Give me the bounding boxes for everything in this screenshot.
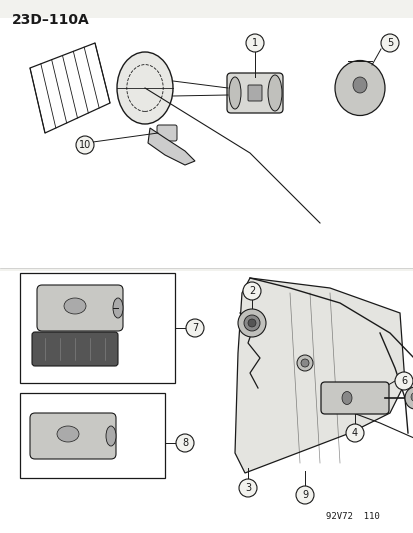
Circle shape xyxy=(296,355,312,371)
Polygon shape xyxy=(235,278,404,473)
Ellipse shape xyxy=(334,61,384,116)
Ellipse shape xyxy=(113,298,123,318)
Circle shape xyxy=(242,282,260,300)
Text: 8: 8 xyxy=(181,438,188,448)
Text: 3: 3 xyxy=(244,483,250,493)
Text: 10: 10 xyxy=(79,140,91,150)
Circle shape xyxy=(380,34,398,52)
FancyBboxPatch shape xyxy=(37,285,123,331)
Circle shape xyxy=(185,319,204,337)
Ellipse shape xyxy=(57,426,79,442)
Text: 9: 9 xyxy=(301,490,307,500)
Circle shape xyxy=(300,359,308,367)
Text: 23D–110A: 23D–110A xyxy=(12,13,90,27)
Text: 6: 6 xyxy=(400,376,406,386)
Ellipse shape xyxy=(106,426,116,446)
Text: 1: 1 xyxy=(252,38,257,48)
FancyBboxPatch shape xyxy=(0,271,413,533)
FancyBboxPatch shape xyxy=(157,125,177,141)
FancyBboxPatch shape xyxy=(320,382,388,414)
Circle shape xyxy=(394,372,412,390)
Ellipse shape xyxy=(410,392,413,401)
FancyBboxPatch shape xyxy=(30,413,116,459)
Ellipse shape xyxy=(352,77,366,93)
Text: 92V72  110: 92V72 110 xyxy=(325,512,379,521)
FancyBboxPatch shape xyxy=(32,332,118,366)
Circle shape xyxy=(247,319,255,327)
Ellipse shape xyxy=(341,392,351,405)
Text: 5: 5 xyxy=(386,38,392,48)
Circle shape xyxy=(345,424,363,442)
Circle shape xyxy=(176,434,194,452)
Ellipse shape xyxy=(404,387,413,409)
Circle shape xyxy=(238,479,256,497)
Polygon shape xyxy=(147,128,195,165)
Text: 4: 4 xyxy=(351,428,357,438)
Ellipse shape xyxy=(267,75,281,111)
Text: 7: 7 xyxy=(191,323,198,333)
Circle shape xyxy=(245,34,263,52)
FancyBboxPatch shape xyxy=(247,85,261,101)
FancyBboxPatch shape xyxy=(226,73,282,113)
Ellipse shape xyxy=(228,77,240,109)
Text: 2: 2 xyxy=(248,286,254,296)
Circle shape xyxy=(237,309,266,337)
Ellipse shape xyxy=(64,298,86,314)
Ellipse shape xyxy=(117,52,173,124)
Circle shape xyxy=(243,315,259,331)
FancyBboxPatch shape xyxy=(0,18,413,268)
Circle shape xyxy=(76,136,94,154)
Circle shape xyxy=(295,486,313,504)
